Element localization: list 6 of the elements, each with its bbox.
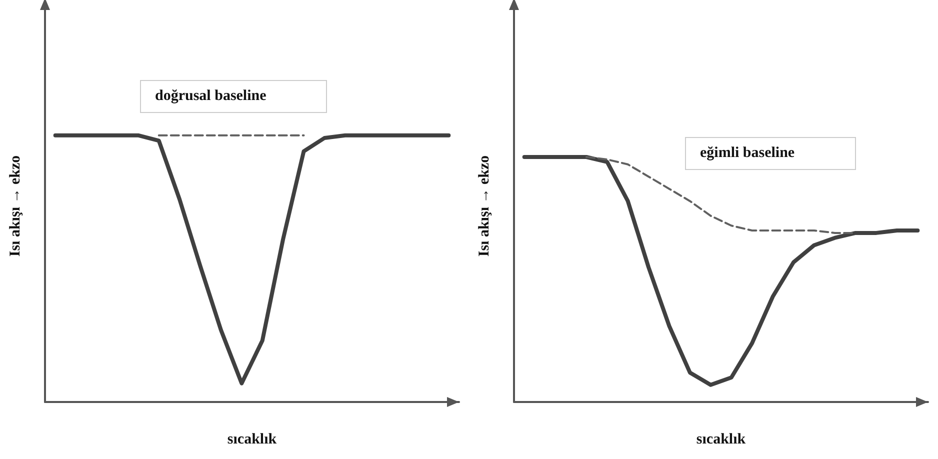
y-axis-title: Isı akışı → ekzo [8, 155, 24, 257]
y-axis-title: Isı akışı → ekzo [476, 155, 492, 257]
text: doğrusal baseline [140, 80, 328, 113]
annotation: eğimli baseline [685, 137, 856, 170]
x-axis-title: sıcaklık [696, 432, 746, 448]
x-axis-title: sıcaklık [227, 432, 278, 448]
